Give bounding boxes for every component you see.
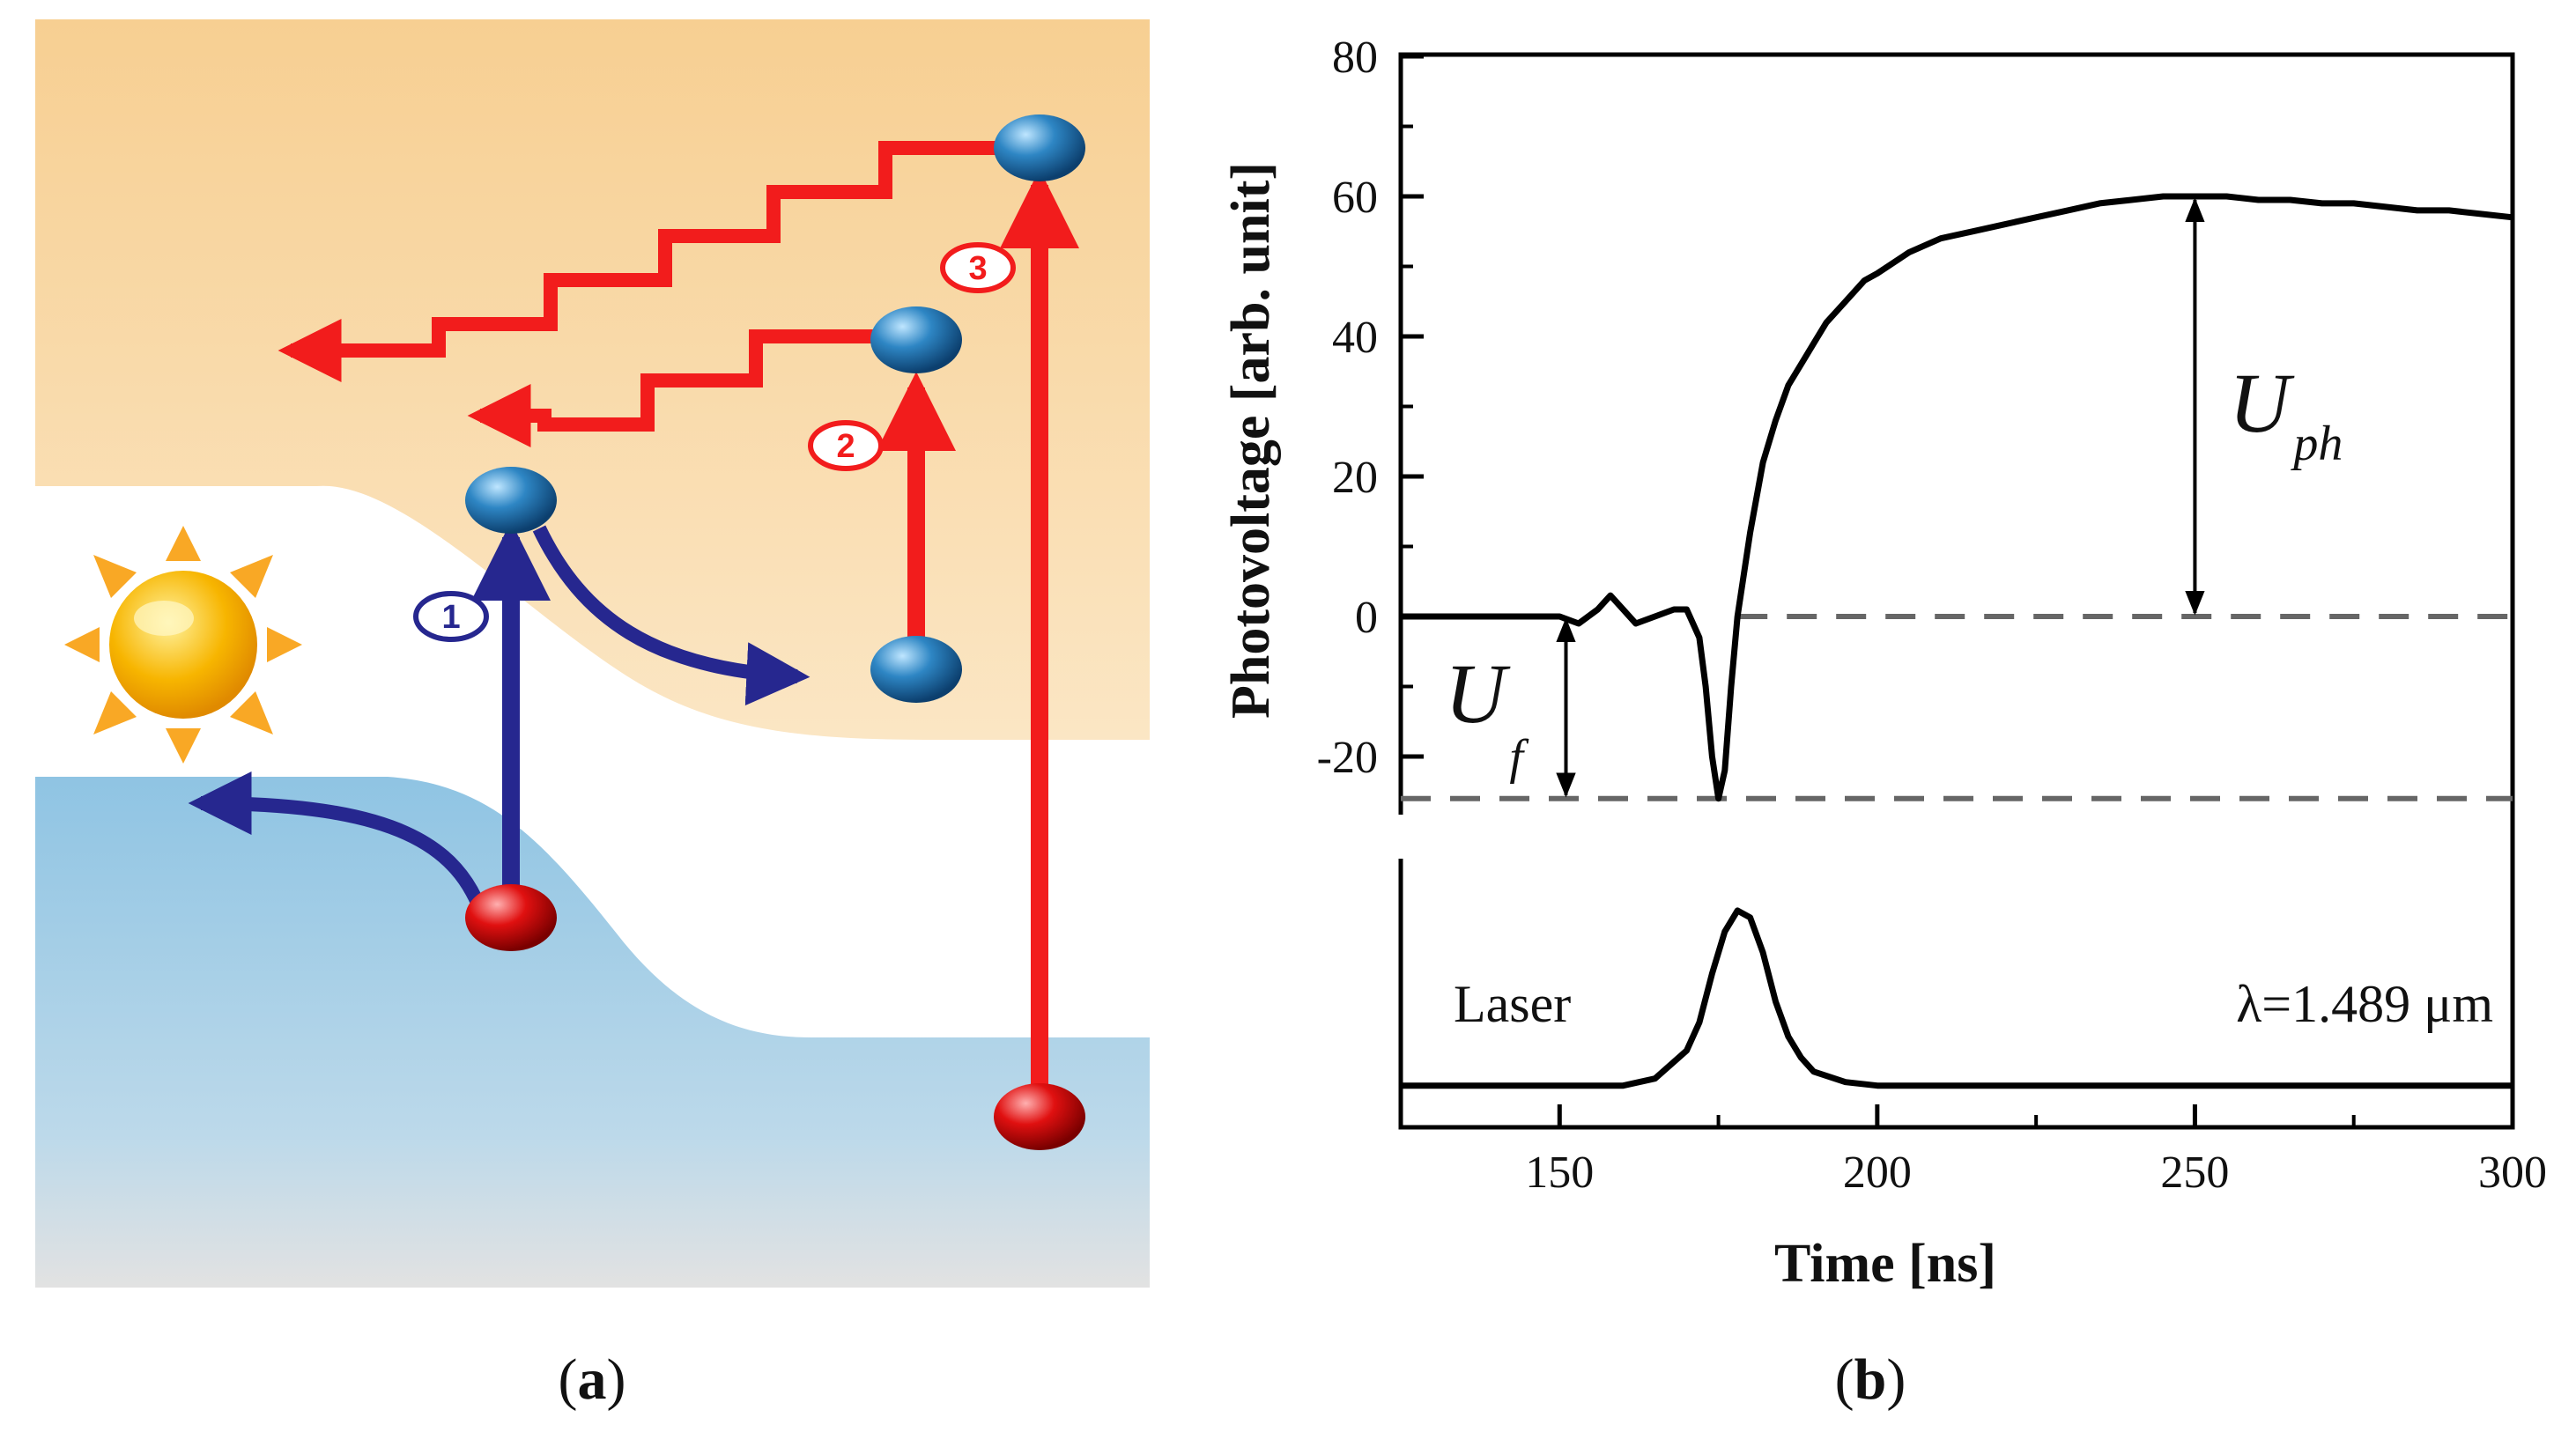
- wavelength-label: λ=1.489 μm: [2236, 975, 2493, 1033]
- laser-pulse-trace: [1401, 907, 2513, 1089]
- step3-badge: 3: [940, 242, 1016, 293]
- y-axis-ticks: 80 60 40 20 0 -20: [1317, 33, 1424, 783]
- electron-ball: [870, 636, 962, 703]
- electron-ball: [465, 467, 557, 534]
- uf-label: Uf: [1445, 646, 1529, 785]
- band-diagram-panel: 1 2 3 (a): [35, 19, 1150, 1412]
- electron-ball: [994, 114, 1085, 181]
- axis-gap: [1395, 815, 1408, 859]
- step3-relaxation-arrow: [278, 141, 1004, 382]
- x-tick-label: 200: [1843, 1148, 1912, 1198]
- sun-icon: [64, 526, 302, 764]
- y-tick-label: 40: [1332, 313, 1378, 363]
- y-tick-label: 0: [1355, 593, 1378, 643]
- x-tick-label: 150: [1525, 1148, 1594, 1198]
- uph-label: Uph: [2229, 356, 2343, 471]
- svg-text:3: 3: [968, 250, 987, 287]
- conduction-band: [35, 19, 1150, 740]
- x-tick-label: 300: [2478, 1148, 2547, 1198]
- panel-a-caption: (a): [559, 1347, 626, 1412]
- panel-b-caption: (b): [1835, 1347, 1906, 1412]
- plot-frame: [1398, 52, 2515, 1130]
- y-tick-label: -20: [1317, 733, 1378, 783]
- y-tick-label: 20: [1332, 453, 1378, 503]
- x-tick-label: 250: [2160, 1148, 2229, 1198]
- hole-ball: [465, 884, 557, 951]
- photovoltage-trace: [1401, 193, 2513, 802]
- electron-ball: [870, 306, 962, 373]
- hole-drift-arrow: [188, 771, 490, 919]
- hole-ball: [994, 1083, 1085, 1150]
- step2-badge: 2: [808, 420, 884, 471]
- valence-band: [35, 777, 1150, 1288]
- y-tick-label: 80: [1332, 33, 1378, 83]
- y-axis-title: Photovoltage [arb. unit]: [1221, 162, 1281, 719]
- electron-drift-arrow: [532, 525, 811, 706]
- y-tick-label: 60: [1332, 173, 1378, 223]
- svg-text:2: 2: [836, 428, 855, 465]
- x-axis-ticks: 150 200 250 300: [1399, 1104, 2547, 1198]
- step1-badge: 1: [413, 591, 489, 642]
- laser-label: Laser: [1454, 975, 1571, 1033]
- svg-text:1: 1: [441, 599, 460, 636]
- x-axis-title: Time [ns]: [1774, 1234, 1996, 1294]
- step2-relaxation-arrow: [467, 329, 881, 447]
